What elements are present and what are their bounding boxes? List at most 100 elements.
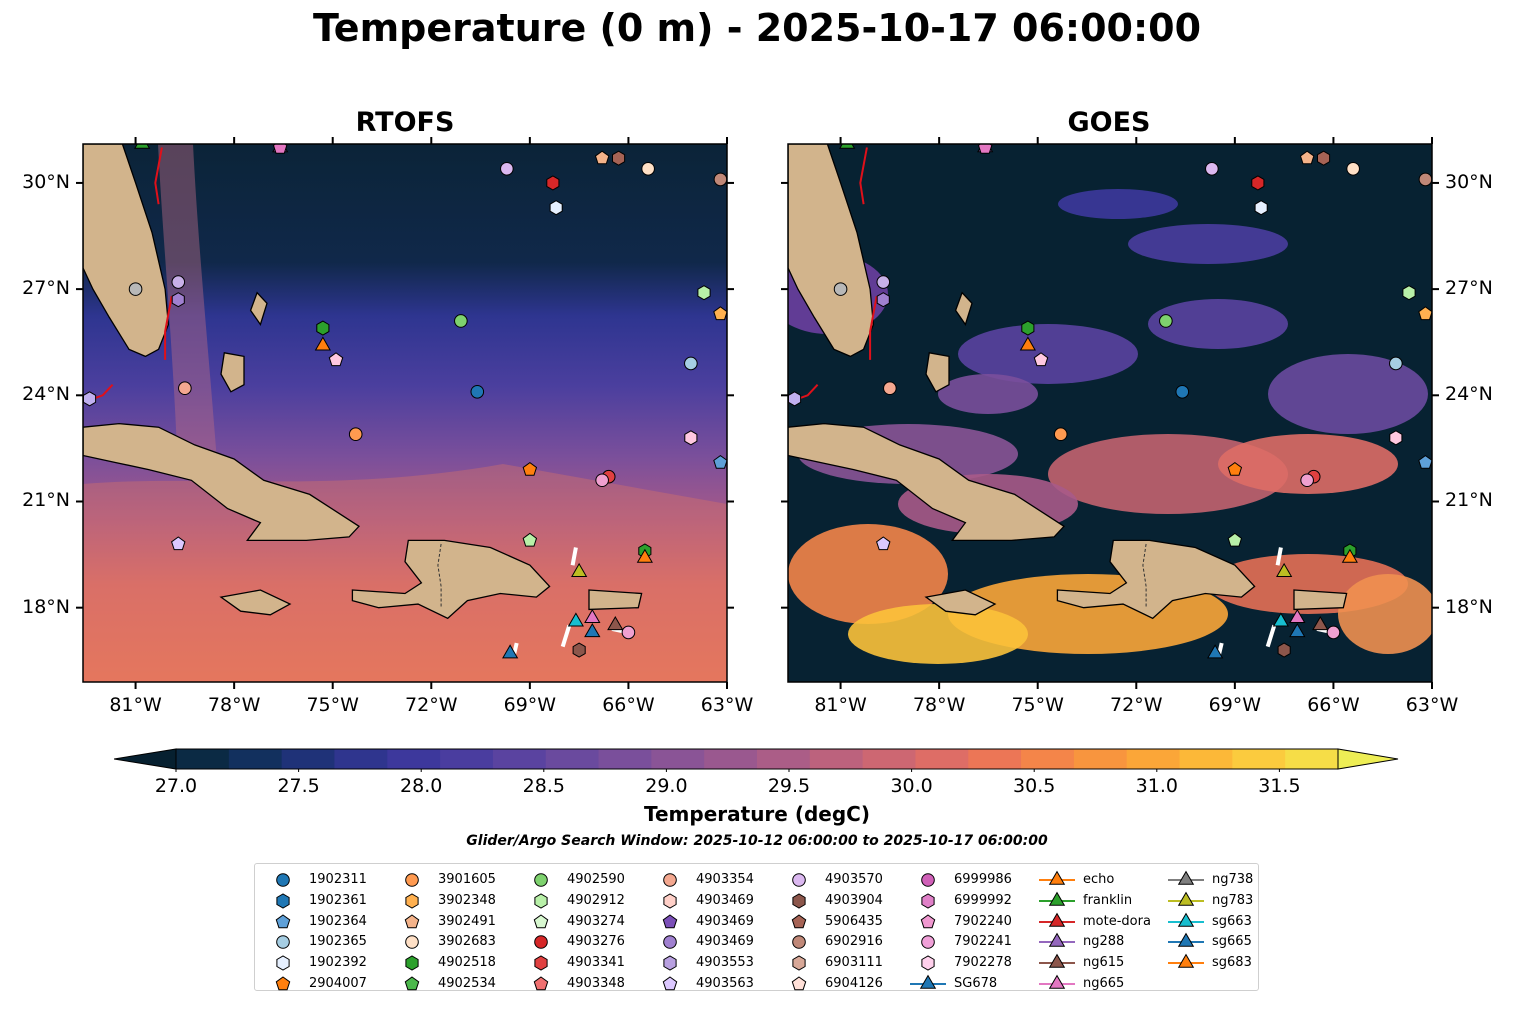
legend-label: 4903553: [696, 955, 754, 971]
lon-tick-label: 81°W: [109, 694, 162, 716]
lon-tick-label: 63°W: [1405, 694, 1459, 716]
legend-marker: [662, 913, 678, 928]
colorbar-bin: [176, 749, 230, 769]
glider-track: [1275, 547, 1283, 566]
legend-marker: [405, 893, 419, 909]
legend-marker-hexagon: [663, 893, 677, 909]
land-florida: [83, 144, 170, 358]
panel-title-goes: GOES: [1067, 107, 1151, 138]
marker-hexagon: [1021, 320, 1035, 336]
colorbar-bin: [440, 749, 494, 769]
legend-label: SG678: [954, 976, 998, 991]
colorbar-bin: [1179, 749, 1233, 769]
lon-tick-label: 78°W: [207, 694, 261, 716]
legend-label: 6904126: [825, 976, 883, 991]
marker-circle: [454, 314, 468, 328]
colorbar-bin: [915, 749, 969, 769]
lat-tick-label-left: 27°N: [22, 277, 70, 300]
legend-marker: [534, 893, 548, 909]
legend-marker-pentagon: [662, 913, 678, 928]
map-frame: [787, 143, 1433, 683]
legend-marker: [663, 935, 677, 950]
colorbar-bin: [281, 749, 335, 769]
colorbar-bin: [492, 749, 547, 769]
legend-label: 4903276: [567, 934, 625, 950]
colorbar-bin: [1021, 749, 1075, 769]
legend-marker-hexagon: [405, 955, 419, 971]
border-haiti-dr: [437, 543, 442, 608]
marker-circle: [883, 381, 897, 396]
colorbar-tick-label: 30.0: [890, 775, 933, 797]
marker-hexagon: [1254, 200, 1268, 216]
marker-circle: [595, 473, 609, 488]
marker-hexagon: [1317, 150, 1331, 166]
legend-marker-triangle: [1048, 932, 1066, 948]
colorbar-bin: [1073, 749, 1128, 769]
legend-label: 7902240: [954, 913, 1012, 929]
legend-marker: [792, 893, 806, 909]
legend-marker: [276, 873, 290, 887]
legend-marker-triangle: [1177, 891, 1195, 906]
lat-tick-label-left: 21°N: [22, 489, 70, 512]
marker-pentagon: [1299, 150, 1315, 165]
sst-patch: [1268, 354, 1428, 434]
legend-label: 4902590: [567, 872, 625, 887]
marker-circle: [876, 275, 891, 289]
legend-marker: [276, 893, 290, 909]
marker-triangle: [839, 144, 856, 149]
marker-pentagon: [1418, 454, 1432, 469]
legend-marker: [792, 873, 806, 887]
lon-tick-label: 63°W: [700, 694, 754, 716]
marker-triangle: [607, 616, 624, 631]
land-andros: [220, 352, 245, 393]
colorbar-label: Temperature (degC): [644, 802, 870, 826]
sst-patch: [848, 604, 1028, 664]
lat-tick-label-right: 21°N: [1445, 489, 1493, 512]
colorbar-bin: [334, 749, 388, 769]
marker-hexagon: [684, 430, 698, 446]
legend-marker-pentagon: [275, 976, 291, 991]
marker-pentagon: [713, 306, 727, 321]
legend-marker-hexagon: [792, 955, 806, 971]
marker-hexagon: [572, 642, 586, 658]
legend-marker-triangle: [1048, 912, 1066, 927]
legend-marker: [534, 873, 548, 887]
legend-marker: [921, 873, 935, 887]
legend-label: 3902491: [438, 913, 496, 929]
legend-marker: [1039, 932, 1075, 948]
legend-marker: [921, 955, 935, 971]
marker-pentagon: [171, 536, 186, 551]
legend-marker: [275, 913, 291, 928]
colorbar-bin: [598, 749, 652, 769]
legend-label: 1902311: [309, 872, 367, 887]
lon-tick-label: 75°W: [306, 694, 359, 716]
marker-triangle: [1289, 608, 1306, 623]
lon-tick-label: 72°W: [405, 694, 458, 716]
legend-marker: [1168, 891, 1204, 906]
legend-label: 1902365: [309, 934, 367, 950]
colorbar-tick-label: 28.5: [522, 775, 565, 797]
legend-marker-pentagon: [662, 976, 678, 991]
marker-hexagon: [171, 292, 185, 308]
legend-label: 5906435: [825, 913, 883, 929]
legend-marker: [663, 893, 677, 909]
marker-hexagon: [697, 285, 711, 301]
lon-tick-label: 72°W: [1110, 694, 1163, 716]
lon-tick-label: 81°W: [814, 694, 867, 716]
legend-marker: [921, 935, 935, 950]
legend-marker: [533, 913, 549, 928]
legend-marker: [791, 913, 807, 928]
front-contour: [154, 147, 163, 205]
legend-label: ng783: [1212, 892, 1254, 908]
legend-marker: [275, 976, 291, 991]
legend-marker-circle: [921, 873, 935, 887]
legend-marker-circle: [663, 873, 677, 887]
marker-hexagon: [612, 150, 626, 166]
lon-tick-label: 75°W: [1011, 694, 1064, 716]
marker-triangle: [314, 336, 331, 351]
marker-circle: [500, 161, 514, 176]
land-hispaniola: [351, 539, 551, 620]
legend-marker: [1039, 912, 1075, 927]
marker-circle: [1205, 161, 1219, 176]
